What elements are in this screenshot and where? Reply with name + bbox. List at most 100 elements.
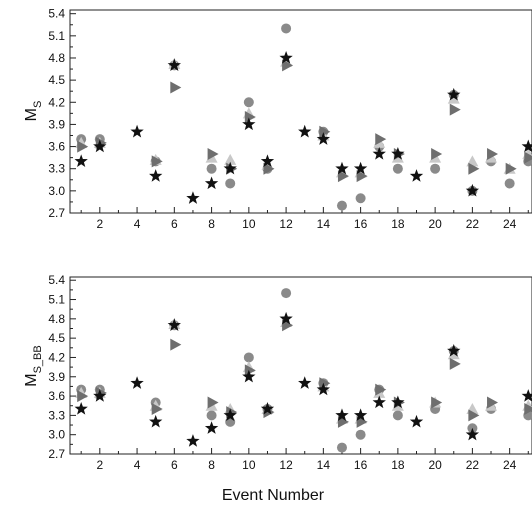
- bottom-point-star: [93, 389, 107, 402]
- bottom-x-tick-label: 6: [171, 458, 178, 472]
- bottom-point-circle: [355, 429, 366, 440]
- top-y-axis-title-main: M: [23, 108, 40, 121]
- top-point-star: [316, 132, 331, 145]
- top-y-tick-label: 5.1: [48, 29, 65, 43]
- bottom-point-star: [260, 401, 275, 415]
- top-x-tick-label: 20: [428, 217, 442, 231]
- top-point-triangle-right: [263, 162, 275, 175]
- bottom-y-tick-label: 5.4: [48, 273, 65, 287]
- top-point-star: [521, 139, 532, 153]
- bottom-axis-ticks: 2 4 6 8 10 12 14 16 18 20 22 242.73.03.33.63.94.24.…: [48, 273, 529, 472]
- bottom-point-star: [409, 414, 424, 428]
- top-point-star: [130, 124, 144, 138]
- bottom-point-star: [353, 408, 368, 422]
- bottom-x-tick-label: 20: [428, 458, 442, 472]
- bottom-x-tick-label: 8: [208, 458, 215, 472]
- top-point-star: [298, 124, 312, 138]
- top-scatter-plot: 2 4 6 8 10 12 14 16 18 20 22 242.73.03.33.63.94.24.…: [23, 7, 532, 231]
- bottom-point-star: [223, 408, 237, 422]
- top-x-tick-label: 22: [466, 217, 480, 231]
- bottom-y-axis-title-main: M: [23, 373, 40, 386]
- bottom-point-star: [130, 376, 144, 389]
- top-x-tick-label: 6: [171, 217, 178, 231]
- top-point-triangle-right: [151, 155, 163, 168]
- top-point-star: [242, 117, 256, 131]
- top-point-star: [391, 146, 405, 160]
- top-point-triangle-up: [224, 153, 237, 165]
- top-y-axis-title-sub: S: [32, 101, 44, 108]
- bottom-point-star: [298, 376, 312, 389]
- bottom-x-tick-label: 4: [134, 458, 141, 472]
- top-point-triangle-up: [447, 92, 460, 104]
- top-point-triangle-right: [319, 125, 331, 138]
- bottom-point-triangle-right: [375, 383, 387, 396]
- top-point-circle: [392, 163, 403, 174]
- top-point-circle: [504, 178, 515, 189]
- bottom-x-tick-label: 10: [242, 458, 256, 472]
- bottom-point-triangle-right: [77, 390, 89, 403]
- bottom-plot-frame: [69, 276, 532, 455]
- top-point-circle: [355, 193, 366, 204]
- top-point-star: [372, 146, 386, 160]
- bottom-point-circle: [225, 416, 236, 427]
- bottom-y-tick-label: 3.3: [48, 408, 65, 422]
- top-point-circle: [206, 163, 217, 174]
- bottom-point-circle: [206, 410, 217, 421]
- top-point-triangle-right: [337, 170, 349, 183]
- bottom-x-tick-label: 22: [466, 458, 480, 472]
- bottom-x-tick-label: 16: [354, 458, 368, 472]
- top-point-star: [353, 161, 368, 175]
- top-y-tick-label: 2.7: [48, 206, 65, 220]
- bottom-point-circle: [243, 352, 254, 363]
- top-y-axis-title: MS: [23, 101, 44, 122]
- top-point-star: [409, 169, 424, 182]
- top-x-tick-label: 24: [503, 217, 517, 231]
- top-point-triangle-right: [207, 147, 219, 160]
- bottom-point-star: [242, 369, 256, 383]
- top-y-tick-label: 4.5: [48, 73, 65, 87]
- bottom-point-star: [316, 382, 331, 396]
- bottom-y-tick-label: 3.6: [48, 389, 65, 403]
- bottom-y-tick-label: 2.7: [48, 447, 65, 461]
- top-point-triangle-right: [449, 103, 461, 116]
- top-point-star: [167, 58, 181, 72]
- bottom-point-star: [521, 389, 532, 402]
- top-point-triangle-right: [505, 162, 517, 175]
- top-point-triangle-right: [431, 147, 443, 160]
- bottom-point-star: [204, 421, 219, 434]
- top-x-tick-label: 2: [96, 217, 103, 231]
- top-point-triangle-right: [375, 133, 387, 146]
- top-point-star: [447, 87, 461, 101]
- x-axis-title: Event Number: [222, 487, 325, 504]
- bottom-point-triangle-right: [431, 396, 443, 409]
- bottom-point-star: [372, 395, 386, 409]
- bottom-y-axis-title-sub: S_BB: [32, 345, 44, 373]
- top-point-triangle-right: [468, 162, 480, 175]
- top-point-triangle-up: [466, 155, 479, 167]
- bottom-y-tick-label: 4.8: [48, 312, 65, 326]
- top-point-triangle-right: [282, 59, 294, 72]
- top-point-triangle-right: [356, 170, 368, 183]
- bottom-point-triangle-right: [468, 409, 480, 422]
- bottom-data-points: [74, 288, 532, 453]
- top-point-star: [335, 161, 349, 175]
- top-point-star: [186, 191, 200, 204]
- bottom-point-star: [74, 401, 88, 415]
- top-point-triangle-right: [524, 151, 532, 164]
- top-plot-frame: [69, 9, 532, 214]
- bottom-x-tick-label: 24: [503, 458, 517, 472]
- bottom-y-tick-label: 5.1: [48, 293, 65, 307]
- bottom-y-tick-label: 3.0: [48, 428, 65, 442]
- top-point-circle: [281, 23, 292, 34]
- top-point-triangle-right: [77, 140, 89, 153]
- bottom-point-triangle-right: [449, 357, 461, 370]
- bottom-x-tick-label: 18: [391, 458, 405, 472]
- top-point-triangle-right: [487, 147, 499, 160]
- bottom-point-star: [167, 318, 181, 331]
- bottom-point-circle: [336, 442, 347, 453]
- bottom-point-star: [279, 311, 293, 325]
- bottom-point-star: [335, 408, 349, 422]
- bottom-point-star: [149, 414, 163, 428]
- top-point-star: [204, 176, 219, 190]
